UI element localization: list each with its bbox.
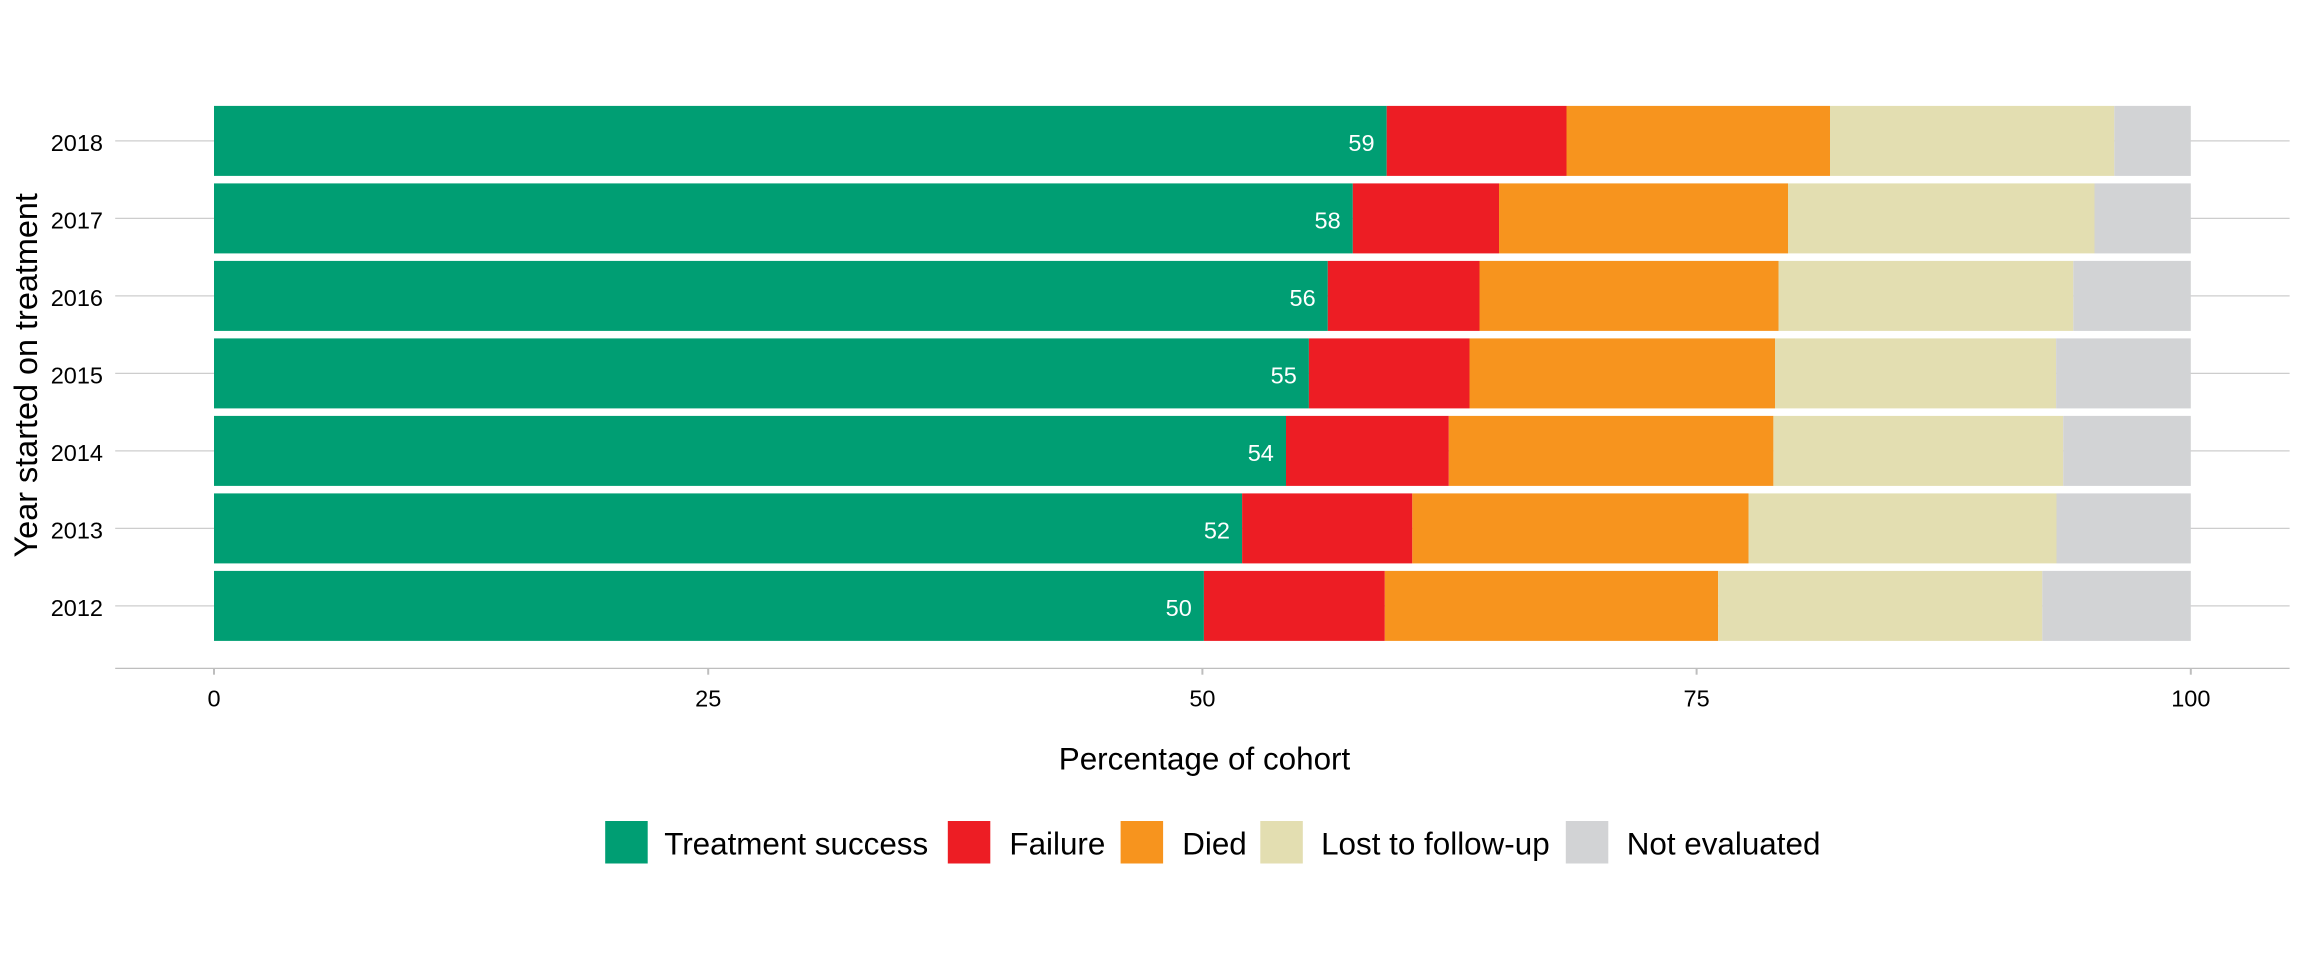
svg-text:0: 0 (207, 686, 220, 712)
svg-text:Year started on treatment: Year started on treatment (8, 193, 44, 557)
svg-text:75: 75 (1684, 686, 1710, 712)
svg-text:50: 50 (1166, 595, 1192, 621)
svg-text:2016: 2016 (51, 285, 103, 311)
svg-text:100: 100 (2171, 686, 2210, 712)
svg-text:56: 56 (1290, 285, 1316, 311)
svg-text:52: 52 (1204, 517, 1230, 543)
svg-text:54: 54 (1248, 440, 1274, 466)
svg-text:Treatment success: Treatment success (664, 826, 928, 861)
svg-text:2017: 2017 (51, 208, 103, 234)
svg-text:2015: 2015 (51, 363, 103, 389)
svg-text:55: 55 (1271, 362, 1297, 388)
svg-text:50: 50 (1189, 686, 1215, 712)
svg-text:Failure: Failure (1009, 826, 1105, 861)
svg-text:58: 58 (1315, 207, 1341, 233)
svg-text:25: 25 (695, 686, 721, 712)
svg-text:2012: 2012 (51, 595, 103, 621)
svg-text:59: 59 (1348, 130, 1374, 156)
svg-text:2014: 2014 (51, 440, 103, 466)
svg-text:2013: 2013 (51, 518, 103, 544)
svg-text:2018: 2018 (51, 130, 103, 156)
svg-text:Not evaluated: Not evaluated (1627, 826, 1821, 861)
svg-text:Lost to follow-up: Lost to follow-up (1321, 826, 1550, 861)
svg-text:Percentage of cohort: Percentage of cohort (1059, 742, 1351, 777)
svg-text:Died: Died (1182, 826, 1247, 861)
